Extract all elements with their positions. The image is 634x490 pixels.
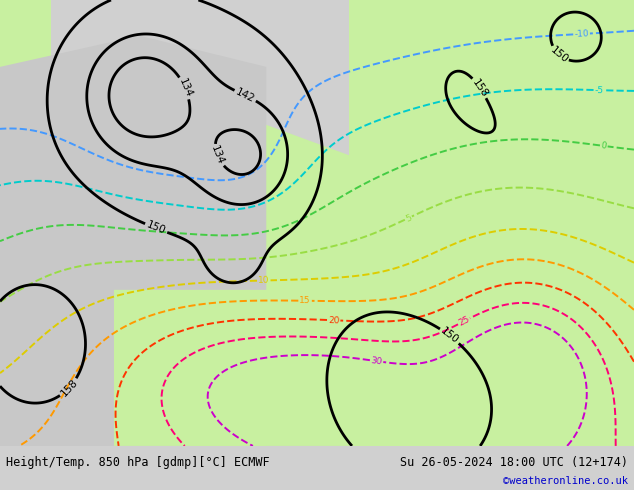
Text: Su 26-05-2024 18:00 UTC (12+174): Su 26-05-2024 18:00 UTC (12+174) bbox=[399, 456, 628, 469]
Text: 5: 5 bbox=[404, 213, 413, 223]
Polygon shape bbox=[0, 312, 114, 446]
Text: 150: 150 bbox=[145, 220, 167, 236]
Text: Height/Temp. 850 hPa [gdmp][°C] ECMWF: Height/Temp. 850 hPa [gdmp][°C] ECMWF bbox=[6, 456, 270, 469]
Text: 15: 15 bbox=[299, 296, 311, 305]
Polygon shape bbox=[190, 125, 412, 446]
Text: 20: 20 bbox=[328, 316, 340, 325]
Text: 158: 158 bbox=[470, 77, 489, 99]
Text: 150: 150 bbox=[439, 326, 460, 346]
Text: 134: 134 bbox=[209, 145, 226, 167]
Text: ©weatheronline.co.uk: ©weatheronline.co.uk bbox=[503, 476, 628, 487]
Text: 134: 134 bbox=[176, 77, 193, 99]
Polygon shape bbox=[0, 178, 114, 312]
Polygon shape bbox=[0, 36, 266, 290]
Text: -10: -10 bbox=[574, 29, 589, 39]
Polygon shape bbox=[380, 0, 634, 178]
Text: 10: 10 bbox=[258, 276, 269, 285]
Text: 0: 0 bbox=[600, 141, 607, 151]
Polygon shape bbox=[0, 268, 266, 446]
Text: 25: 25 bbox=[457, 315, 471, 328]
Polygon shape bbox=[0, 0, 51, 178]
Text: 158: 158 bbox=[58, 377, 79, 398]
Text: 30: 30 bbox=[370, 356, 383, 367]
Polygon shape bbox=[349, 0, 634, 446]
Text: 142: 142 bbox=[234, 87, 256, 104]
Text: 150: 150 bbox=[549, 45, 571, 65]
Text: -5: -5 bbox=[595, 86, 604, 95]
